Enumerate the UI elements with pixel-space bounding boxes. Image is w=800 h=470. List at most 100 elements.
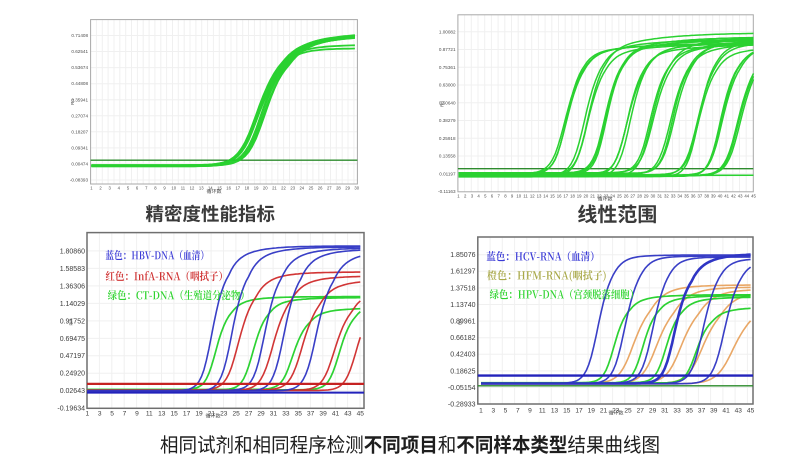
svg-text:21: 21 — [600, 408, 608, 415]
svg-text:25: 25 — [233, 411, 241, 418]
svg-text:0.50640: 0.50640 — [439, 100, 456, 105]
svg-text:7: 7 — [145, 186, 148, 191]
svg-text:29: 29 — [345, 186, 350, 191]
svg-text:0.18625: 0.18625 — [450, 368, 475, 375]
svg-text:20: 20 — [263, 186, 268, 191]
svg-text:14: 14 — [208, 186, 213, 191]
svg-text:22: 22 — [597, 194, 602, 199]
svg-text:1.80860: 1.80860 — [60, 248, 85, 255]
svg-text:17: 17 — [183, 411, 191, 418]
svg-text:9: 9 — [511, 194, 514, 199]
svg-text:0.09341: 0.09341 — [71, 146, 88, 151]
svg-text:0.69475: 0.69475 — [60, 336, 85, 343]
svg-text:17: 17 — [235, 186, 240, 191]
svg-text:1: 1 — [457, 194, 460, 199]
svg-text:10: 10 — [516, 194, 521, 199]
svg-text:0.25918: 0.25918 — [439, 136, 456, 141]
svg-text:29: 29 — [257, 411, 265, 418]
svg-text:36: 36 — [691, 194, 696, 199]
svg-text:12: 12 — [190, 186, 195, 191]
svg-text:0.00474: 0.00474 — [71, 162, 88, 167]
svg-text:11: 11 — [539, 408, 546, 415]
svg-text:0.13558: 0.13558 — [439, 154, 456, 159]
svg-text:32: 32 — [664, 194, 669, 199]
svg-text:35: 35 — [684, 194, 689, 199]
svg-text:3: 3 — [109, 186, 112, 191]
svg-text:0.63000: 0.63000 — [439, 83, 456, 88]
svg-text:7: 7 — [498, 194, 501, 199]
svg-text:-0.05154: -0.05154 — [448, 385, 476, 392]
svg-text:-0.08393: -0.08393 — [70, 178, 89, 183]
svg-text:31: 31 — [657, 194, 662, 199]
svg-text:45: 45 — [751, 194, 756, 199]
svg-text:13: 13 — [158, 411, 166, 418]
svg-text:0.27074: 0.27074 — [71, 113, 88, 118]
svg-text:39: 39 — [710, 408, 718, 415]
svg-text:4: 4 — [118, 186, 121, 191]
svg-text:23: 23 — [220, 411, 228, 418]
svg-text:35: 35 — [686, 408, 694, 415]
svg-text:29: 29 — [644, 194, 649, 199]
svg-text:0.75361: 0.75361 — [439, 65, 456, 70]
svg-text:21: 21 — [590, 194, 595, 199]
svg-text:14: 14 — [543, 194, 548, 199]
svg-text:0.91752: 0.91752 — [60, 318, 85, 325]
svg-text:6: 6 — [136, 186, 139, 191]
svg-text:15: 15 — [217, 186, 222, 191]
svg-text:7: 7 — [123, 411, 127, 418]
svg-text:1.13740: 1.13740 — [450, 302, 475, 309]
svg-text:2: 2 — [99, 186, 102, 191]
svg-text:1: 1 — [479, 408, 483, 415]
svg-text:18: 18 — [570, 194, 575, 199]
svg-text:13: 13 — [551, 408, 559, 415]
svg-text:43: 43 — [735, 408, 743, 415]
svg-text:Rn: Rn — [440, 101, 445, 107]
svg-text:4: 4 — [477, 194, 480, 199]
svg-text:40: 40 — [718, 194, 723, 199]
svg-text:15: 15 — [550, 194, 555, 199]
svg-text:-0.11163: -0.11163 — [438, 189, 456, 194]
svg-text:31: 31 — [661, 408, 669, 415]
svg-text:9: 9 — [528, 408, 532, 415]
svg-text:34: 34 — [677, 194, 682, 199]
svg-text:38: 38 — [704, 194, 709, 199]
svg-text:11: 11 — [181, 186, 186, 191]
svg-text:1: 1 — [85, 411, 89, 418]
svg-text:29: 29 — [649, 408, 657, 415]
svg-text:7: 7 — [516, 408, 520, 415]
svg-text:0.66182: 0.66182 — [450, 335, 475, 342]
svg-text:5: 5 — [110, 411, 114, 418]
svg-text:43: 43 — [344, 411, 352, 418]
svg-text:35: 35 — [295, 411, 303, 418]
svg-text:23: 23 — [604, 194, 609, 199]
svg-text:0.42403: 0.42403 — [450, 352, 475, 359]
svg-text:19: 19 — [588, 408, 596, 415]
svg-text:25: 25 — [309, 186, 314, 191]
svg-text:3: 3 — [491, 408, 495, 415]
svg-text:2: 2 — [464, 194, 467, 199]
svg-text:15: 15 — [171, 411, 179, 418]
svg-text:24: 24 — [610, 194, 615, 199]
svg-text:5: 5 — [127, 186, 130, 191]
svg-text:5: 5 — [504, 408, 508, 415]
svg-text:0.47197: 0.47197 — [60, 353, 85, 360]
svg-text:0.44808: 0.44808 — [71, 81, 88, 86]
svg-text:0.38279: 0.38279 — [439, 118, 456, 123]
svg-text:-0.28933: -0.28933 — [448, 402, 476, 409]
svg-text:41: 41 — [724, 194, 729, 199]
svg-text:15: 15 — [563, 408, 571, 415]
svg-text:1.36306: 1.36306 — [60, 283, 85, 290]
svg-text:20: 20 — [584, 194, 589, 199]
svg-text:0.02643: 0.02643 — [60, 388, 85, 395]
svg-text:13: 13 — [199, 186, 204, 191]
svg-text:0.62541: 0.62541 — [71, 49, 88, 54]
svg-text:9: 9 — [163, 186, 166, 191]
svg-text:9: 9 — [135, 411, 139, 418]
svg-text:1.00082: 1.00082 — [439, 29, 456, 34]
svg-text:21: 21 — [272, 186, 277, 191]
svg-text:33: 33 — [671, 194, 676, 199]
svg-text:Rn: Rn — [458, 319, 463, 325]
svg-text:16: 16 — [226, 186, 231, 191]
svg-text:23: 23 — [290, 186, 295, 191]
svg-text:31: 31 — [270, 411, 278, 418]
